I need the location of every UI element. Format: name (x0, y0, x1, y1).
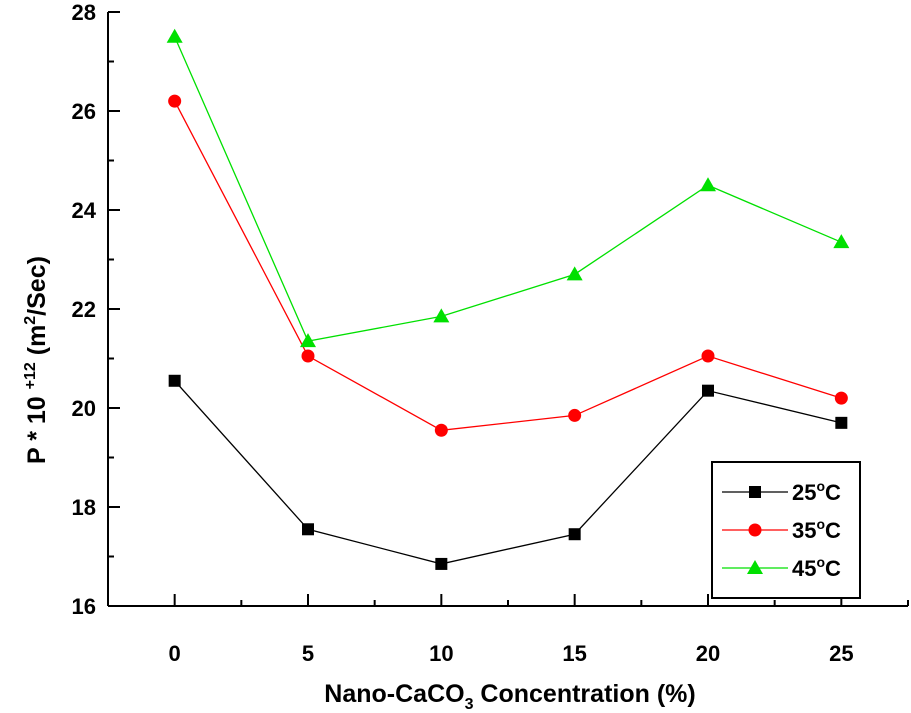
data-point-25-10 (435, 557, 448, 570)
x-tick-label-0: 0 (169, 641, 181, 666)
data-point-25-0 (168, 374, 181, 387)
legend-label-45: 45oC (792, 554, 841, 581)
series-line-35 (174, 100, 842, 431)
data-point-25-15 (568, 528, 581, 541)
series-25 (168, 374, 848, 570)
axes: 16 18 20 22 24 26 28 0 5 10 15 20 25 (72, 0, 909, 666)
x-tick-label-10: 10 (429, 641, 453, 666)
legend-item-45: 45oC (722, 554, 841, 581)
data-point-25-25 (835, 416, 848, 429)
series-layer (166, 28, 850, 570)
data-point-35-0 (168, 94, 182, 108)
y-tick-label-20: 20 (72, 396, 96, 421)
data-point-25-20 (702, 384, 714, 397)
y-tick-label-16: 16 (72, 594, 96, 619)
series-45 (166, 28, 850, 348)
data-point-35-15 (568, 408, 582, 422)
y-tick-label-24: 24 (72, 198, 97, 223)
y-tick-label-26: 26 (72, 99, 96, 124)
data-point-35-5 (301, 349, 315, 363)
legend-marker-25 (749, 486, 761, 498)
x-tick-label-25: 25 (829, 641, 853, 666)
data-point-45-0 (166, 28, 183, 43)
legend-label-35: 35oC (792, 516, 841, 543)
data-point-25-5 (302, 523, 314, 536)
legend-item-35: 35oC (722, 516, 841, 543)
series-line-25 (174, 380, 842, 565)
legend-marker-45 (747, 560, 763, 574)
legend-label-25: 25oC (792, 478, 841, 505)
data-point-45-20 (700, 177, 716, 192)
data-point-45-10 (433, 308, 450, 323)
data-point-45-15 (566, 266, 583, 281)
x-tick-label-20: 20 (696, 641, 720, 666)
series-35 (168, 94, 848, 437)
data-point-35-25 (834, 391, 848, 405)
data-point-45-5 (300, 333, 316, 348)
data-point-35-10 (434, 423, 448, 437)
legend-marker-35 (748, 523, 762, 537)
y-tick-label-22: 22 (72, 297, 96, 322)
legend: 25oC 35oC 45oC (711, 461, 861, 599)
series-line-45 (174, 36, 842, 342)
x-axis-title: Nano-CaCO3 Concentration (%) (324, 680, 695, 713)
data-point-45-25 (833, 234, 850, 249)
y-tick-label-18: 18 (72, 495, 96, 520)
x-tick-label-5: 5 (302, 641, 314, 666)
y-axis-title: P * 10 +12 (m2/Sec) (22, 256, 51, 464)
legend-item-25: 25oC (722, 478, 841, 505)
y-tick-label-28: 28 (72, 0, 96, 25)
data-point-35-20 (701, 349, 715, 363)
x-tick-label-15: 15 (562, 641, 586, 666)
